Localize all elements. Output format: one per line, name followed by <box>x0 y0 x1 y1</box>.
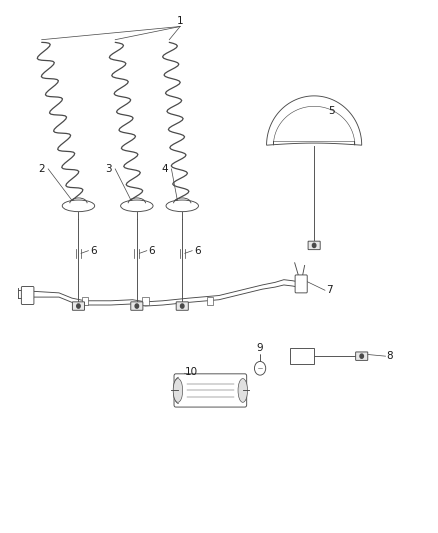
Circle shape <box>77 304 80 308</box>
Circle shape <box>360 354 364 358</box>
Text: 2: 2 <box>39 164 45 174</box>
FancyBboxPatch shape <box>174 374 247 407</box>
Ellipse shape <box>238 378 247 402</box>
Text: 4: 4 <box>162 164 168 174</box>
Text: 3: 3 <box>106 164 112 174</box>
Polygon shape <box>267 96 362 145</box>
Text: 10: 10 <box>184 367 198 377</box>
Text: 8: 8 <box>386 351 393 361</box>
Circle shape <box>254 361 266 375</box>
FancyBboxPatch shape <box>308 241 320 249</box>
FancyBboxPatch shape <box>131 302 143 310</box>
FancyBboxPatch shape <box>142 296 148 305</box>
Text: 7: 7 <box>326 285 332 295</box>
Text: 9: 9 <box>257 343 263 353</box>
FancyBboxPatch shape <box>21 287 34 304</box>
Ellipse shape <box>173 378 183 402</box>
Text: 6: 6 <box>148 246 155 256</box>
FancyBboxPatch shape <box>290 348 314 364</box>
FancyBboxPatch shape <box>176 302 188 310</box>
Ellipse shape <box>120 200 153 212</box>
FancyBboxPatch shape <box>295 275 307 293</box>
Ellipse shape <box>166 200 198 212</box>
FancyBboxPatch shape <box>82 296 88 305</box>
FancyBboxPatch shape <box>356 352 368 360</box>
Text: 6: 6 <box>194 246 201 256</box>
Ellipse shape <box>62 200 95 212</box>
Text: 1: 1 <box>177 16 184 26</box>
Circle shape <box>312 243 316 247</box>
Circle shape <box>135 304 138 308</box>
Text: 5: 5 <box>328 106 335 116</box>
FancyBboxPatch shape <box>72 302 85 310</box>
Circle shape <box>180 304 184 308</box>
FancyBboxPatch shape <box>207 296 213 305</box>
Text: 6: 6 <box>90 246 97 256</box>
